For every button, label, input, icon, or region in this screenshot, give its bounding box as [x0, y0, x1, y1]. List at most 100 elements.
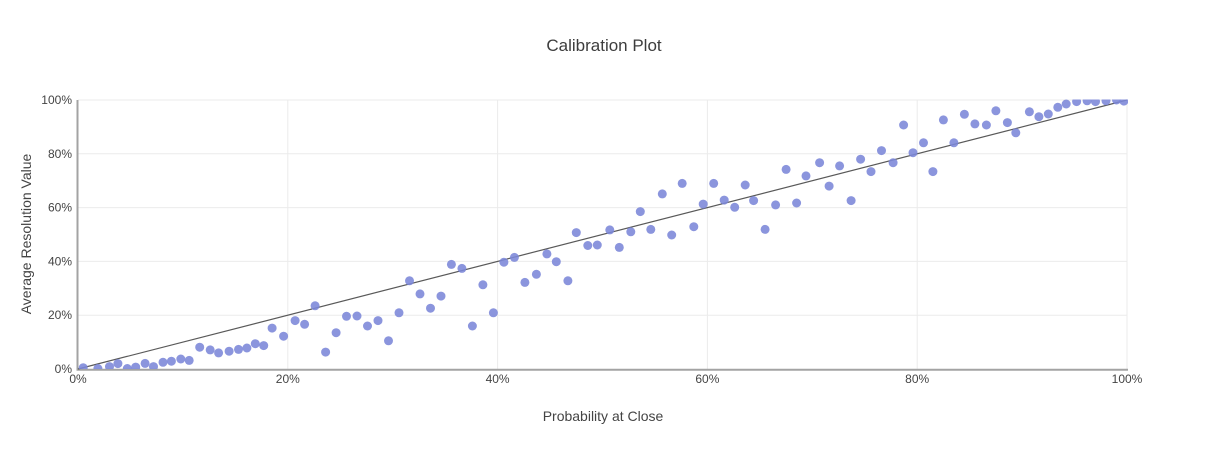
scatter-point	[1101, 99, 1111, 106]
scatter-point	[899, 120, 909, 130]
reference-line	[77, 99, 1128, 370]
y-tick-label: 20%	[48, 308, 72, 322]
scatter-point	[290, 316, 300, 326]
scatter-point	[866, 167, 876, 177]
x-gridlines	[287, 100, 1128, 369]
scatter-point	[919, 138, 928, 148]
scatter-point	[583, 241, 593, 250]
scatter-point	[279, 331, 289, 341]
scatter-point	[949, 138, 959, 148]
scatter-point	[835, 161, 845, 171]
scatter-point	[520, 277, 530, 287]
scatter-point	[563, 276, 573, 286]
scatter-point	[176, 354, 186, 364]
scatter-point	[499, 257, 509, 267]
scatter-point	[267, 323, 277, 333]
scatter-point	[224, 346, 234, 356]
scatter-point	[635, 207, 645, 217]
scatter-point	[815, 158, 825, 168]
scatter-point	[158, 357, 168, 367]
scatter-point	[1091, 99, 1100, 107]
scatter-point	[509, 252, 519, 262]
y-axis-title: Average Resolution Value	[18, 153, 34, 314]
scatter-point	[234, 344, 243, 354]
scatter-point	[542, 249, 552, 259]
scatter-point	[384, 336, 393, 346]
x-tick-label: 40%	[486, 372, 510, 386]
scatter-point	[760, 224, 770, 234]
scatter-point	[531, 269, 541, 279]
x-tick-labels: 0% 20% 40% 60% 80% 100%	[69, 372, 1142, 386]
scatter-point	[426, 303, 435, 313]
scatter-point	[938, 115, 948, 125]
scatter-point	[259, 341, 269, 351]
scatter-point	[405, 276, 414, 286]
scatter-point	[928, 167, 938, 177]
scatter-point	[1061, 99, 1071, 109]
x-tick-label: 20%	[276, 372, 300, 386]
scatter-point	[457, 263, 467, 273]
scatter-point	[214, 348, 224, 358]
scatter-point	[195, 342, 205, 352]
scatter-point	[1072, 99, 1082, 107]
scatter-point	[149, 362, 158, 369]
y-tick-labels: 0% 20% 40% 60% 80% 100%	[41, 93, 72, 376]
scatter-point	[140, 358, 150, 368]
x-axis-title: Probability at Close	[543, 408, 664, 424]
y-gridlines	[78, 99, 1127, 316]
scatter-point	[113, 359, 123, 369]
scatter-point	[1082, 99, 1092, 106]
scatter-point	[342, 311, 351, 321]
y-tick-label: 0%	[55, 362, 73, 376]
scatter-point	[614, 242, 624, 252]
scatter-point	[321, 347, 331, 357]
scatter-point	[646, 224, 656, 234]
scatter-point	[698, 199, 708, 209]
scatter-point	[300, 319, 310, 329]
scatter-point	[1112, 99, 1121, 105]
scatter-point	[467, 321, 477, 331]
scatter-point	[657, 189, 667, 199]
scatter-point	[981, 120, 991, 130]
x-tick-label: 0%	[69, 372, 87, 386]
scatter-point	[373, 316, 383, 326]
scatter-point	[1119, 99, 1128, 106]
scatter-point	[93, 364, 103, 369]
y-tick-label: 40%	[48, 254, 72, 268]
scatter-point	[436, 291, 446, 301]
scatter-point	[166, 356, 176, 366]
scatter-point	[856, 154, 866, 164]
scatter-point	[1053, 102, 1063, 112]
scatter-point	[1011, 128, 1021, 138]
scatter-point	[709, 178, 719, 188]
scatter-point	[1024, 107, 1034, 117]
scatter-point	[394, 308, 404, 318]
scatter-point	[592, 240, 602, 250]
scatter-point	[719, 195, 729, 205]
x-tick-label: 60%	[695, 372, 719, 386]
identity-line	[77, 99, 1128, 370]
scatter-point	[1043, 109, 1053, 119]
y-tick-label: 60%	[48, 201, 72, 215]
scatter-point	[331, 328, 341, 338]
scatter-point	[184, 355, 194, 365]
scatter-point	[970, 119, 980, 129]
scatter-point	[730, 202, 740, 212]
scatter-point	[846, 196, 856, 206]
scatter-point	[888, 158, 898, 168]
scatter-point	[740, 180, 750, 190]
y-tick-label: 100%	[41, 93, 72, 107]
scatter-point	[824, 181, 834, 191]
scatter-point	[551, 257, 561, 267]
scatter-point	[78, 363, 88, 369]
scatter-point	[131, 362, 141, 369]
scatter-point	[781, 164, 791, 174]
scatter-point	[363, 321, 372, 331]
scatter-point	[626, 227, 636, 237]
scatter-point	[1002, 118, 1012, 128]
scatter-point	[105, 362, 114, 369]
chart-title: Calibration Plot	[546, 36, 662, 55]
scatter-point	[478, 280, 488, 290]
scatter-point	[667, 230, 677, 240]
scatter-point	[991, 106, 1001, 116]
